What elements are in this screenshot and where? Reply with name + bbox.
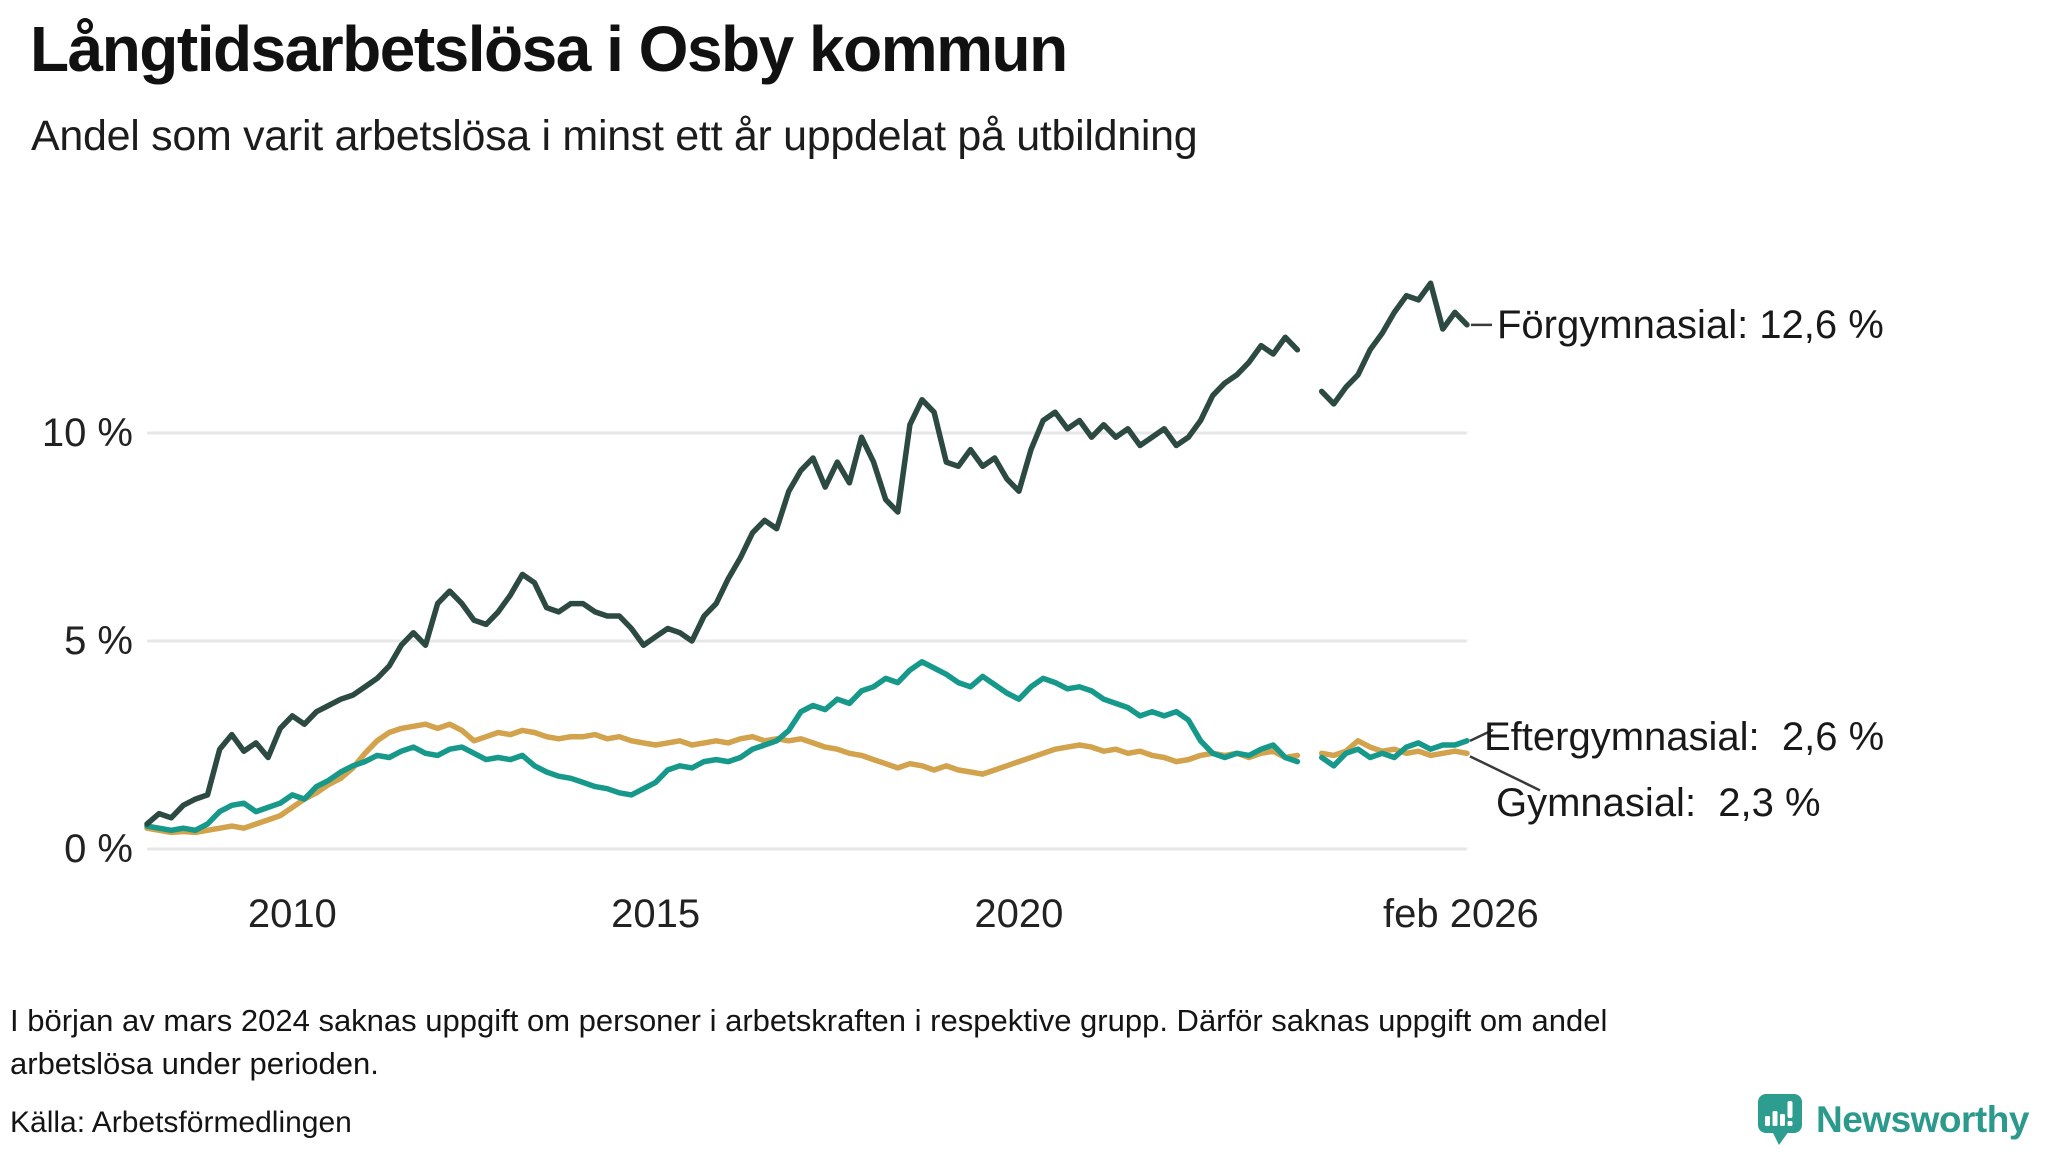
series-end-label-gymnasial: Gymnasial: 2,3 % xyxy=(1496,781,1821,826)
y-tick-10: 10 % xyxy=(41,411,133,455)
newsworthy-logo: Newsworthy xyxy=(1758,1094,2040,1146)
page-title: Långtidsarbetslösa i Osby kommun xyxy=(30,13,1068,85)
x-tick-2020: 2020 xyxy=(974,892,1064,936)
series-line-eftergymnasial xyxy=(144,659,1301,834)
label-connector-eftergymnasial xyxy=(1469,728,1494,742)
page-subtitle: Andel som varit arbetslösa i minst ett å… xyxy=(31,112,1198,160)
series-end-label-eftergymnasial: Eftergymnasial: 2,6 % xyxy=(1484,714,1885,759)
label-connector-gymnasial xyxy=(1469,755,1541,792)
series-line-gymnasial xyxy=(144,721,1301,836)
x-tick-feb2026: feb 2026 xyxy=(1383,892,1539,936)
series-line-förgymnasial xyxy=(1318,280,1470,407)
source-line: Källa: Arbetsförmedlingen xyxy=(10,1106,352,1139)
y-tick-5: 5 % xyxy=(64,619,133,663)
bar-chart-speech-bubble-icon xyxy=(1758,1094,1802,1145)
y-tick-0: 0 % xyxy=(64,827,133,871)
series-line-förgymnasial xyxy=(144,334,1301,827)
x-tick-2010: 2010 xyxy=(247,892,337,936)
series-line-eftergymnasial xyxy=(1318,738,1470,769)
footnote: I början av mars 2024 saknas uppgift om … xyxy=(10,1003,1608,1081)
newsworthy-logo-text: Newsworthy xyxy=(1816,1099,2029,1140)
x-tick-2015: 2015 xyxy=(611,892,701,936)
series-end-label-forgymnasial: Förgymnasial: 12,6 % xyxy=(1497,302,1884,347)
